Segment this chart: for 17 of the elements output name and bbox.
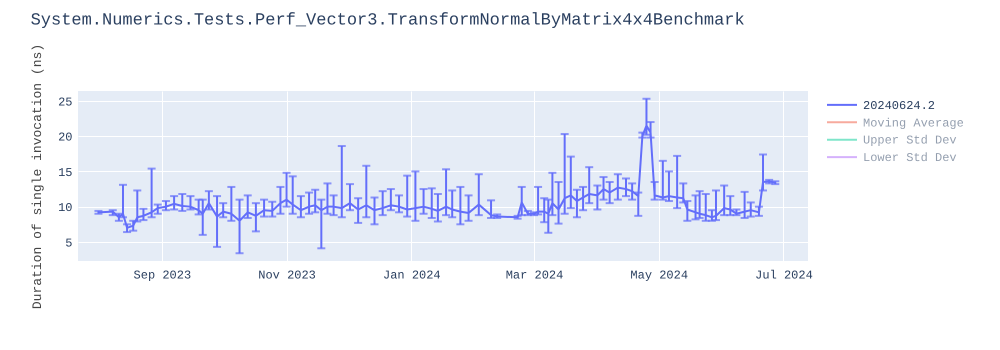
legend-label: Moving Average — [863, 116, 964, 130]
y-axis-title: Duration of single invocation (ns) — [30, 44, 46, 310]
x-tick-label: Jan 2024 — [383, 268, 441, 282]
x-tick-label: Sep 2023 — [134, 268, 192, 282]
x-tick-label: Nov 2023 — [258, 268, 316, 282]
y-tick-label: 5 — [65, 236, 72, 250]
y-tick-label: 15 — [58, 166, 72, 180]
legend-label: Upper Std Dev — [863, 134, 957, 148]
x-tick-label: May 2024 — [630, 268, 688, 282]
chart-title: System.Numerics.Tests.Perf_Vector3.TransformNormalByMatrix4x4Benchmark — [30, 11, 745, 30]
y-tick-label: 25 — [58, 95, 72, 110]
x-tick-label: Jul 2024 — [755, 268, 813, 282]
y-tick-label: 20 — [58, 130, 72, 145]
legend-label: 20240624.2 — [863, 98, 936, 113]
x-tick-label: Mar 2024 — [506, 268, 564, 282]
y-tick-label: 10 — [58, 201, 72, 216]
legend-label: Lower Std Dev — [863, 151, 957, 166]
